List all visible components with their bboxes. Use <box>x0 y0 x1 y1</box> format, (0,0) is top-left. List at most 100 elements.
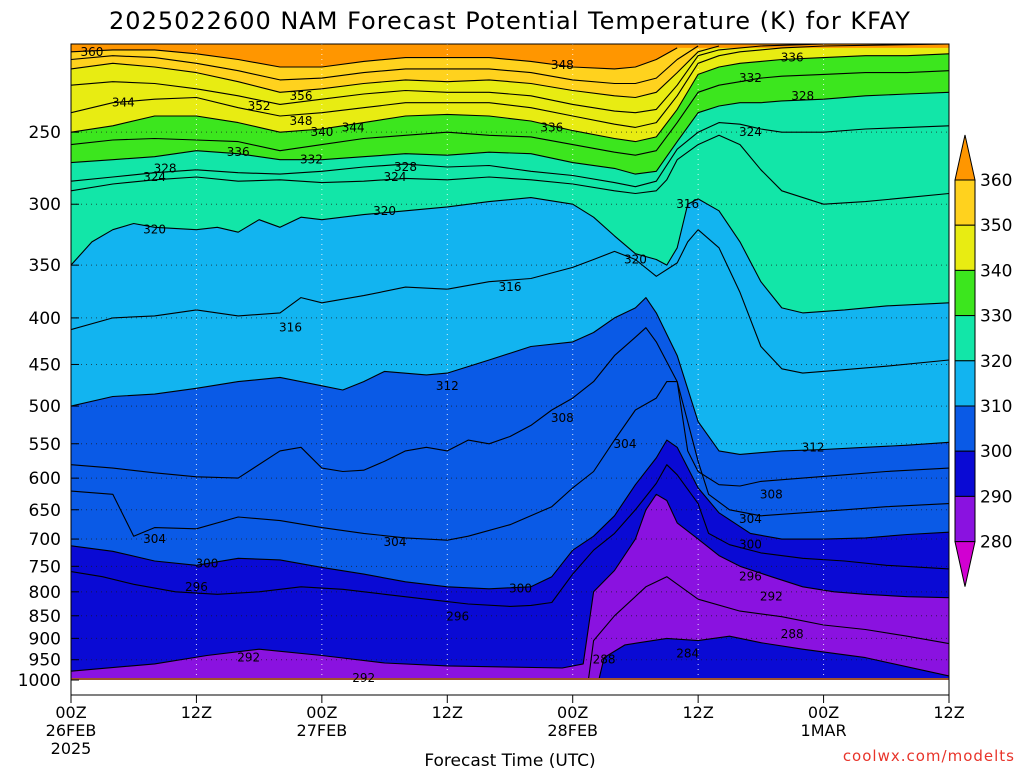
x-tick-label: 27FEB <box>297 721 348 740</box>
contour-label: 344 <box>112 96 135 110</box>
y-tick-label: 300 <box>29 195 61 215</box>
contour-label: 300 <box>509 581 532 595</box>
y-tick-label: 900 <box>29 629 61 649</box>
y-tick-label: 400 <box>29 309 61 329</box>
isentrope-296 <box>71 464 949 607</box>
isentrope-356 <box>71 45 699 85</box>
colorbar-segment <box>954 179 976 226</box>
colorbar-bottom-triangle <box>954 541 976 587</box>
contour-label: 352 <box>248 99 271 113</box>
isentrope-284 <box>598 635 949 680</box>
fill-band-360 <box>71 44 949 69</box>
colorbar-tick-label: 340 <box>980 261 1012 281</box>
contour-label: 348 <box>290 114 313 128</box>
y-tick-label: 950 <box>29 651 61 671</box>
x-axis-label: Forecast Time (UTC) <box>424 751 595 768</box>
x-tick-label: 00Z <box>557 703 588 722</box>
contour-label: 296 <box>446 610 469 624</box>
contour-label: 356 <box>290 89 313 103</box>
contour-label: 304 <box>739 512 762 526</box>
isentrope-328 <box>71 122 949 188</box>
isentrope-360 <box>71 47 678 70</box>
contour-label: 308 <box>760 487 783 501</box>
contour-label: 336 <box>781 51 804 65</box>
isentrope-344 <box>71 44 949 128</box>
contour-label: 344 <box>342 120 365 134</box>
y-tick-label: 550 <box>29 435 61 455</box>
y-tick-label: 600 <box>29 469 61 489</box>
y-tick-label: 850 <box>29 607 61 627</box>
contour-label: 332 <box>739 71 762 85</box>
y-tick-label: 700 <box>29 530 61 550</box>
y-tick-label: 250 <box>29 123 61 143</box>
contour-label: 292 <box>237 651 260 665</box>
x-tick-label: 00Z <box>808 703 839 722</box>
contour-label: 320 <box>143 223 166 237</box>
colorbar-segment <box>954 224 976 271</box>
contour-label: 324 <box>739 125 762 139</box>
x-tick-label: 26FEB <box>46 721 97 740</box>
isentrope-332 <box>71 91 949 175</box>
isentrope-336 <box>71 70 949 156</box>
contour-label: 316 <box>676 197 699 211</box>
x-tick-label: 12Z <box>432 703 463 722</box>
colorbar-segment <box>954 269 976 317</box>
colorbar-segment <box>954 495 976 543</box>
contour-label: 320 <box>373 204 396 218</box>
x-tick-label: 12Z <box>682 703 713 722</box>
contour-label: 292 <box>352 671 375 685</box>
contour-label: 336 <box>540 120 563 134</box>
isentrope-348 <box>71 44 824 114</box>
colorbar-segment <box>954 360 976 407</box>
x-tick-label: 28FEB <box>547 721 598 740</box>
contour-label: 304 <box>614 437 637 451</box>
colorbar-tick-label: 320 <box>980 352 1012 372</box>
y-tick-label: 500 <box>29 397 61 417</box>
colorbar-tick-label: 360 <box>980 171 1012 191</box>
chart-title: 2025022600 NAM Forecast Potential Temper… <box>109 7 911 35</box>
x-tick-label: 00Z <box>306 703 337 722</box>
isentrope-340 <box>71 53 949 143</box>
colorbar-tick-label: 300 <box>980 442 1012 462</box>
contour-label: 292 <box>760 590 783 604</box>
colorbar-segment <box>954 450 976 497</box>
colorbar-tick-label: 280 <box>980 533 1012 553</box>
contour-label: 360 <box>80 45 103 59</box>
colorbar-tick-label: 310 <box>980 397 1012 417</box>
x-tick-label: 1MAR <box>801 721 847 740</box>
y-tick-label: 350 <box>29 256 61 276</box>
plot-frame <box>70 43 950 696</box>
contour-label: 300 <box>739 538 762 552</box>
colorbar-tick-label: 350 <box>980 216 1012 236</box>
isentrope-288 <box>587 576 949 680</box>
colorbar-segment <box>954 315 976 362</box>
contour-label: 300 <box>195 557 218 571</box>
contour-label: 304 <box>143 532 166 546</box>
y-tick-label: 650 <box>29 501 61 521</box>
isentrope-324 <box>71 134 949 205</box>
contour-label: 288 <box>593 653 616 667</box>
credit-text: coolwx.com/modelts <box>843 747 1015 765</box>
terrain-band <box>71 678 949 680</box>
contour-label: 348 <box>551 58 574 72</box>
isentrope-352 <box>71 45 720 99</box>
contour-label: 316 <box>499 280 522 294</box>
x-tick-label: 12Z <box>933 703 964 722</box>
plot-area <box>71 44 949 680</box>
contour-label: 324 <box>384 170 407 184</box>
isentrope-292 <box>71 493 949 672</box>
x-tick-label: 12Z <box>181 703 212 722</box>
colorbar-top-triangle <box>954 134 976 181</box>
x-tick-label: 2025 <box>51 739 92 758</box>
contour-label: 328 <box>791 89 814 103</box>
contour-label: 312 <box>436 379 459 393</box>
contour-label: 328 <box>154 161 177 175</box>
contour-label: 324 <box>143 170 166 184</box>
isentrope-304 <box>71 381 949 541</box>
y-tick-label: 750 <box>29 557 61 577</box>
contour-label: 296 <box>739 570 762 584</box>
